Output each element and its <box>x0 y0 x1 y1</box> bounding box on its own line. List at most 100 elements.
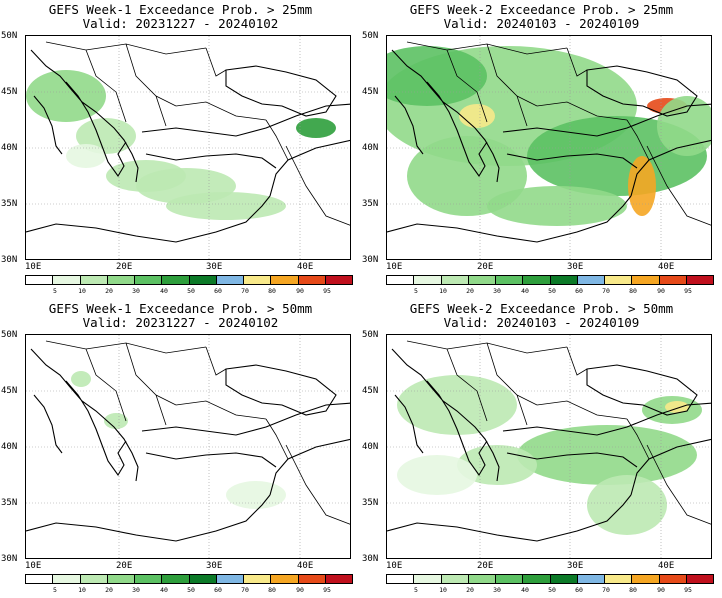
colorbar-swatch <box>135 276 163 284</box>
colorbar-swatch <box>135 575 163 583</box>
colorbar-label: 50 <box>548 287 556 295</box>
latitude-label: 40N <box>362 143 379 153</box>
map-canvas <box>387 36 711 259</box>
panel-title: GEFS Week-1 Exceedance Prob. > 50mm <box>48 301 313 316</box>
colorbar-label: 30 <box>132 586 140 594</box>
colorbar-swatch <box>325 575 352 583</box>
colorbar-swatch <box>216 276 244 284</box>
colorbar-label: 50 <box>187 287 195 295</box>
colorbar-swatch <box>550 575 578 583</box>
colorbar-label: 10 <box>78 586 86 594</box>
country-borders <box>406 340 711 525</box>
latitude-label: 45N <box>362 87 379 97</box>
longitude-label: 10E <box>386 561 403 571</box>
probability-area <box>459 104 495 128</box>
colorbar-swatch <box>53 276 81 284</box>
colorbar-swatch <box>659 276 687 284</box>
longitude-label: 20E <box>477 561 494 571</box>
colorbar-label: 30 <box>493 287 501 295</box>
panel-valid-dates: Valid: 20231227 - 20240102 <box>82 315 279 330</box>
latitude-label: 40N <box>362 442 379 452</box>
colorbar-label: 30 <box>132 287 140 295</box>
colorbar-label: 40 <box>160 586 168 594</box>
colorbar-label: 20 <box>105 586 113 594</box>
probability-map <box>386 334 712 559</box>
probability-area <box>66 144 106 168</box>
colorbar-swatch <box>80 575 108 583</box>
latitude-label: 30N <box>362 255 379 265</box>
colorbar-label: 20 <box>466 586 474 594</box>
probability-map <box>25 35 351 260</box>
latitude-label: 30N <box>1 255 18 265</box>
colorbar-swatch <box>107 575 135 583</box>
colorbar-swatch <box>80 276 108 284</box>
colorbar-swatch <box>468 276 496 284</box>
longitude-label: 40E <box>297 561 314 571</box>
colorbar-swatch <box>550 276 578 284</box>
colorbar-label: 60 <box>214 287 222 295</box>
latitude-label: 45N <box>1 87 18 97</box>
longitude-label: 10E <box>25 262 42 272</box>
colorbar-swatch <box>577 575 605 583</box>
longitude-label: 10E <box>386 262 403 272</box>
probability-area <box>587 475 667 535</box>
longitude-label: 40E <box>658 561 675 571</box>
colorbar-swatch <box>189 575 217 583</box>
probability-area <box>104 413 128 429</box>
colorbar-swatch <box>523 276 551 284</box>
colorbar-swatch <box>659 575 687 583</box>
panel-title: GEFS Week-1 Exceedance Prob. > 25mm <box>48 2 313 17</box>
colorbar-swatch <box>271 276 299 284</box>
country-borders <box>406 41 711 226</box>
colorbar-label: 50 <box>187 586 195 594</box>
latitude-label: 45N <box>362 386 379 396</box>
colorbar-swatch <box>26 575 54 583</box>
colorbar-label: 10 <box>439 586 447 594</box>
latitude-label: 50N <box>1 330 18 340</box>
colorbar-swatch <box>325 276 352 284</box>
panel-week2-25mm: GEFS Week-2 Exceedance Prob. > 25mm Vali… <box>361 0 722 299</box>
latitude-label: 35N <box>362 199 379 209</box>
latitude-label: 35N <box>362 498 379 508</box>
colorbar-swatch <box>441 276 469 284</box>
colorbar-label: 60 <box>214 586 222 594</box>
latitude-label: 50N <box>1 31 18 41</box>
colorbar-label: 5 <box>53 586 57 594</box>
latitude-label: 30N <box>1 554 18 564</box>
panel-week1-25mm: GEFS Week-1 Exceedance Prob. > 25mm Vali… <box>0 0 361 299</box>
colorbar-label: 70 <box>602 586 610 594</box>
probability-area <box>166 192 286 220</box>
panel-valid-dates: Valid: 20231227 - 20240102 <box>82 16 279 31</box>
probability-area <box>397 455 477 495</box>
colorbar-swatch <box>244 575 272 583</box>
colorbar-swatch <box>414 575 442 583</box>
longitude-label: 20E <box>116 561 133 571</box>
colorbar-swatch <box>632 276 660 284</box>
colorbar <box>25 275 353 285</box>
colorbar-swatch <box>441 575 469 583</box>
map-canvas <box>26 335 350 558</box>
colorbar-swatch <box>107 276 135 284</box>
colorbar-label: 5 <box>414 287 418 295</box>
probability-area <box>71 371 91 387</box>
colorbar-swatch <box>496 276 524 284</box>
colorbar-label: 40 <box>160 287 168 295</box>
panel-valid-dates: Valid: 20240103 - 20240109 <box>443 315 640 330</box>
colorbar-swatch <box>496 575 524 583</box>
colorbar-label: 30 <box>493 586 501 594</box>
country-borders <box>45 340 350 525</box>
colorbar-label: 40 <box>521 586 529 594</box>
probability-area <box>397 375 517 435</box>
colorbar-label: 80 <box>268 586 276 594</box>
colorbar-swatch <box>387 276 415 284</box>
probability-area <box>487 186 627 226</box>
colorbar-swatch <box>271 575 299 583</box>
colorbar-swatch <box>632 575 660 583</box>
longitude-label: 20E <box>116 262 133 272</box>
colorbar-label: 60 <box>575 287 583 295</box>
colorbar-label: 40 <box>521 287 529 295</box>
longitude-label: 30E <box>206 561 223 571</box>
colorbar-label: 10 <box>439 287 447 295</box>
colorbar-label: 5 <box>414 586 418 594</box>
colorbar-label: 70 <box>241 287 249 295</box>
